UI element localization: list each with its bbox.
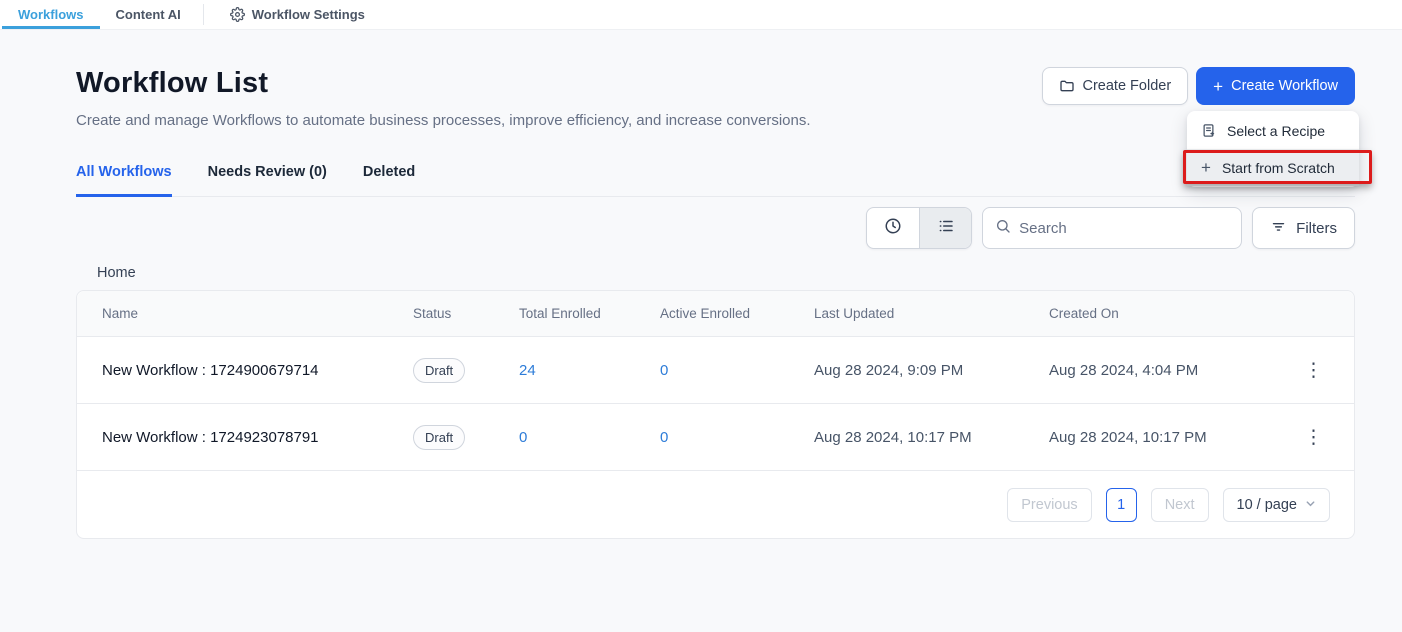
total-enrolled-link[interactable]: 0: [519, 428, 528, 446]
pagination: Previous 1 Next 10 / page: [77, 471, 1354, 538]
table-row[interactable]: New Workflow : 1724923078791 Draft 0 0 A…: [77, 404, 1354, 471]
next-page-button[interactable]: Next: [1150, 487, 1209, 522]
page-number-button[interactable]: 1: [1105, 487, 1137, 522]
filters-button[interactable]: Filters: [1252, 207, 1355, 249]
header-actions: Create Folder + Create Workflow Select a…: [1041, 67, 1372, 187]
page-title: Workflow List: [76, 67, 269, 99]
list-tabs: All Workflows Needs Review (0) Deleted: [76, 164, 1355, 197]
plus-icon: +: [1213, 76, 1224, 96]
previous-page-button[interactable]: Previous: [1007, 487, 1092, 522]
nav-divider: [202, 4, 204, 25]
status-badge: Draft: [413, 357, 466, 383]
status-badge: Draft: [413, 424, 466, 450]
column-header-last-updated: Last Updated: [814, 306, 895, 321]
page-header: Workflow List Create and manage Workflow…: [76, 67, 1372, 187]
filter-lines-icon: [1270, 218, 1287, 239]
column-header-status: Status: [413, 306, 452, 321]
tab-deleted-label: Deleted: [362, 164, 416, 180]
tab-needs-review[interactable]: Needs Review (0): [208, 164, 327, 197]
nav-tab-workflow-settings[interactable]: Workflow Settings: [214, 0, 381, 29]
nav-tab-workflow-settings-label: Workflow Settings: [251, 7, 365, 22]
column-header-name: Name: [102, 306, 139, 321]
magnifier-icon: [995, 218, 1011, 239]
breadcrumb-home[interactable]: Home: [97, 265, 136, 281]
created-on-value: Aug 28 2024, 4:04 PM: [1049, 361, 1199, 379]
tab-deleted[interactable]: Deleted: [363, 164, 415, 197]
vertical-ellipsis-icon: ⋮: [1304, 359, 1324, 381]
top-nav: Workflows Content AI Workflow Settings: [0, 0, 1402, 30]
vertical-ellipsis-icon: ⋮: [1304, 426, 1324, 448]
workflow-name[interactable]: New Workflow : 1724923078791: [102, 428, 319, 446]
plus-icon: +: [1201, 158, 1211, 177]
column-header-active-enrolled: Active Enrolled: [660, 306, 751, 321]
list-view-button[interactable]: [919, 208, 972, 248]
menu-item-select-recipe[interactable]: Select a Recipe: [1187, 112, 1359, 149]
last-updated-value: Aug 28 2024, 10:17 PM: [814, 428, 972, 446]
list-toolbar: Filters: [76, 207, 1355, 249]
row-actions-menu-button[interactable]: ⋮: [1304, 359, 1328, 382]
menu-item-start-from-scratch-label: Start from Scratch: [1221, 159, 1335, 176]
menu-item-start-from-scratch[interactable]: + Start from Scratch: [1183, 149, 1372, 186]
create-folder-button[interactable]: Create Folder: [1041, 67, 1189, 105]
create-folder-label: Create Folder: [1082, 78, 1172, 94]
chevron-down-icon: [1305, 497, 1316, 513]
view-toggle-group: [866, 207, 973, 249]
filters-label: Filters: [1296, 219, 1337, 237]
nav-tab-content-ai[interactable]: Content AI: [100, 0, 197, 29]
column-header-created-on: Created On: [1049, 306, 1119, 321]
tab-all-workflows[interactable]: All Workflows: [76, 164, 172, 197]
active-enrolled-link[interactable]: 0: [660, 361, 669, 379]
create-workflow-button[interactable]: + Create Workflow: [1196, 67, 1355, 105]
create-workflow-menu: Select a Recipe + Start from Scratch: [1183, 111, 1372, 187]
search-box: [982, 207, 1243, 249]
recipe-doc-icon: [1201, 123, 1216, 138]
clock-icon: [884, 217, 902, 240]
row-actions-menu-button[interactable]: ⋮: [1304, 426, 1328, 449]
breadcrumb: Home: [97, 265, 1355, 281]
tab-needs-review-label: Needs Review (0): [207, 164, 327, 180]
active-enrolled-link[interactable]: 0: [660, 428, 669, 446]
page-subtitle: Create and manage Workflows to automate …: [76, 112, 811, 129]
recent-view-button[interactable]: [867, 208, 919, 248]
created-on-value: Aug 28 2024, 10:17 PM: [1049, 428, 1207, 446]
nav-tab-workflows[interactable]: Workflows: [2, 0, 100, 29]
menu-item-select-recipe-label: Select a Recipe: [1227, 122, 1326, 139]
status-cell: Draft: [413, 424, 519, 450]
list-view-icon: [937, 217, 955, 240]
status-cell: Draft: [413, 357, 519, 383]
page-size-select[interactable]: 10 / page: [1222, 487, 1330, 522]
nav-tab-workflows-label: Workflows: [18, 7, 84, 22]
tab-all-workflows-label: All Workflows: [76, 164, 172, 180]
main-content: Workflow List Create and manage Workflow…: [0, 67, 1402, 539]
table-header-row: Name Status Total Enrolled Active Enroll…: [77, 291, 1354, 337]
create-workflow-label: Create Workflow: [1231, 78, 1338, 94]
column-header-total-enrolled: Total Enrolled: [519, 306, 601, 321]
last-updated-value: Aug 28 2024, 9:09 PM: [814, 361, 964, 379]
nav-tab-content-ai-label: Content AI: [115, 7, 181, 22]
total-enrolled-link[interactable]: 24: [519, 361, 536, 379]
page-header-text: Workflow List Create and manage Workflow…: [76, 67, 811, 133]
workflow-table-card: Name Status Total Enrolled Active Enroll…: [76, 290, 1355, 539]
folder-icon: [1059, 78, 1075, 94]
page-size-label: 10 / page: [1236, 496, 1297, 513]
search-input[interactable]: [1019, 219, 1230, 237]
workflow-name[interactable]: New Workflow : 1724900679714: [102, 361, 319, 379]
table-row[interactable]: New Workflow : 1724900679714 Draft 24 0 …: [77, 337, 1354, 404]
gear-icon: [229, 7, 245, 22]
